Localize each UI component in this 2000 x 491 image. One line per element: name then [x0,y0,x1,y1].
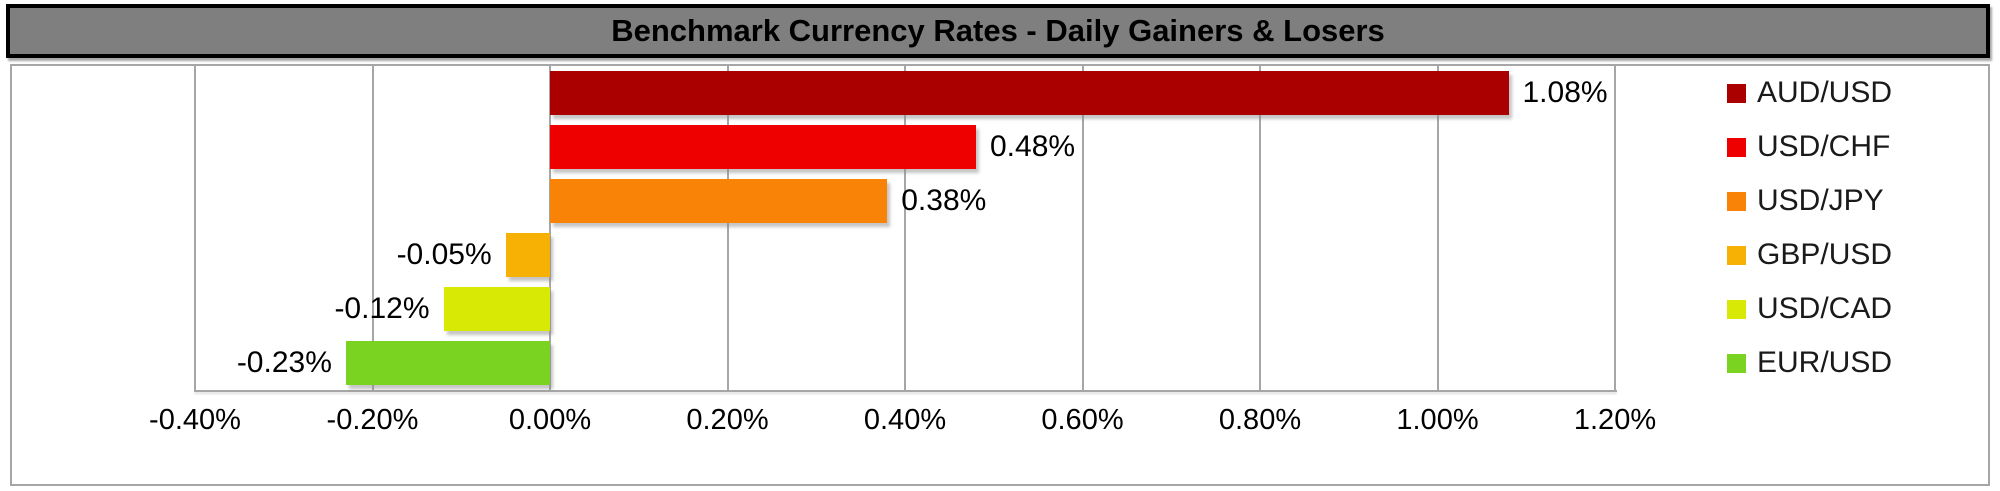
legend-item-usd-chf: USD/CHF [1727,120,1890,174]
x-tick-label: 1.00% [1396,404,1479,436]
legend-label: USD/JPY [1757,184,1884,217]
bar-gbp-usd [505,233,550,277]
chart-title-bar: Benchmark Currency Rates - Daily Gainers… [6,4,1990,58]
gridline [726,66,729,391]
legend-swatch-icon [1727,245,1746,265]
legend-item-eur-usd: EUR/USD [1727,336,1892,390]
bar-value-label: 0.38% [901,184,987,217]
chart-title: Benchmark Currency Rates - Daily Gainers… [611,13,1385,48]
bar-value-label: -0.05% [396,238,492,271]
bar-value-label: 0.48% [990,130,1076,163]
x-tick-label: -0.40% [149,404,241,436]
legend-swatch-icon [1727,353,1746,373]
gridline [371,66,374,391]
bar-value-label: -0.12% [334,292,430,325]
gridline [1614,66,1616,391]
gridline [904,66,906,391]
gridline [194,66,196,391]
legend-swatch-icon [1727,83,1746,103]
legend-label: AUD/USD [1757,76,1893,109]
legend-swatch-icon [1727,191,1746,211]
legend-label: USD/CHF [1757,130,1891,163]
bar-value-label: 1.08% [1522,76,1608,109]
bar-usd-cad [443,287,550,331]
x-tick-label: 0.40% [863,404,947,436]
legend-label: USD/CAD [1757,292,1893,325]
legend-swatch-icon [1727,299,1746,319]
bar-value-label: -0.23% [236,346,332,379]
gridline [549,66,551,391]
chart-plot-background [10,64,1990,486]
x-tick-label: 0.00% [508,404,592,436]
x-tick-label: 1.20% [1573,404,1657,436]
legend-swatch-icon [1727,137,1746,157]
x-tick-label: 0.20% [686,404,769,436]
bar-aud-usd [550,71,1509,115]
legend-label: EUR/USD [1757,346,1893,379]
x-axis-line [194,390,1617,392]
x-tick-label: 0.60% [1041,404,1124,436]
x-tick-label: -0.20% [326,404,419,436]
legend-item-aud-usd: AUD/USD [1727,66,1892,120]
legend-label: GBP/USD [1757,238,1893,271]
bar-usd-jpy [550,179,888,223]
legend-item-usd-jpy: USD/JPY [1727,174,1884,228]
bar-usd-chf [550,125,976,169]
bar-eur-usd [345,341,550,385]
x-tick-label: 0.80% [1218,404,1302,436]
gridline [1436,66,1439,391]
gridline [1081,66,1084,391]
gridline [1259,66,1261,391]
legend-item-usd-cad: USD/CAD [1727,282,1892,336]
legend-item-gbp-usd: GBP/USD [1727,228,1892,282]
